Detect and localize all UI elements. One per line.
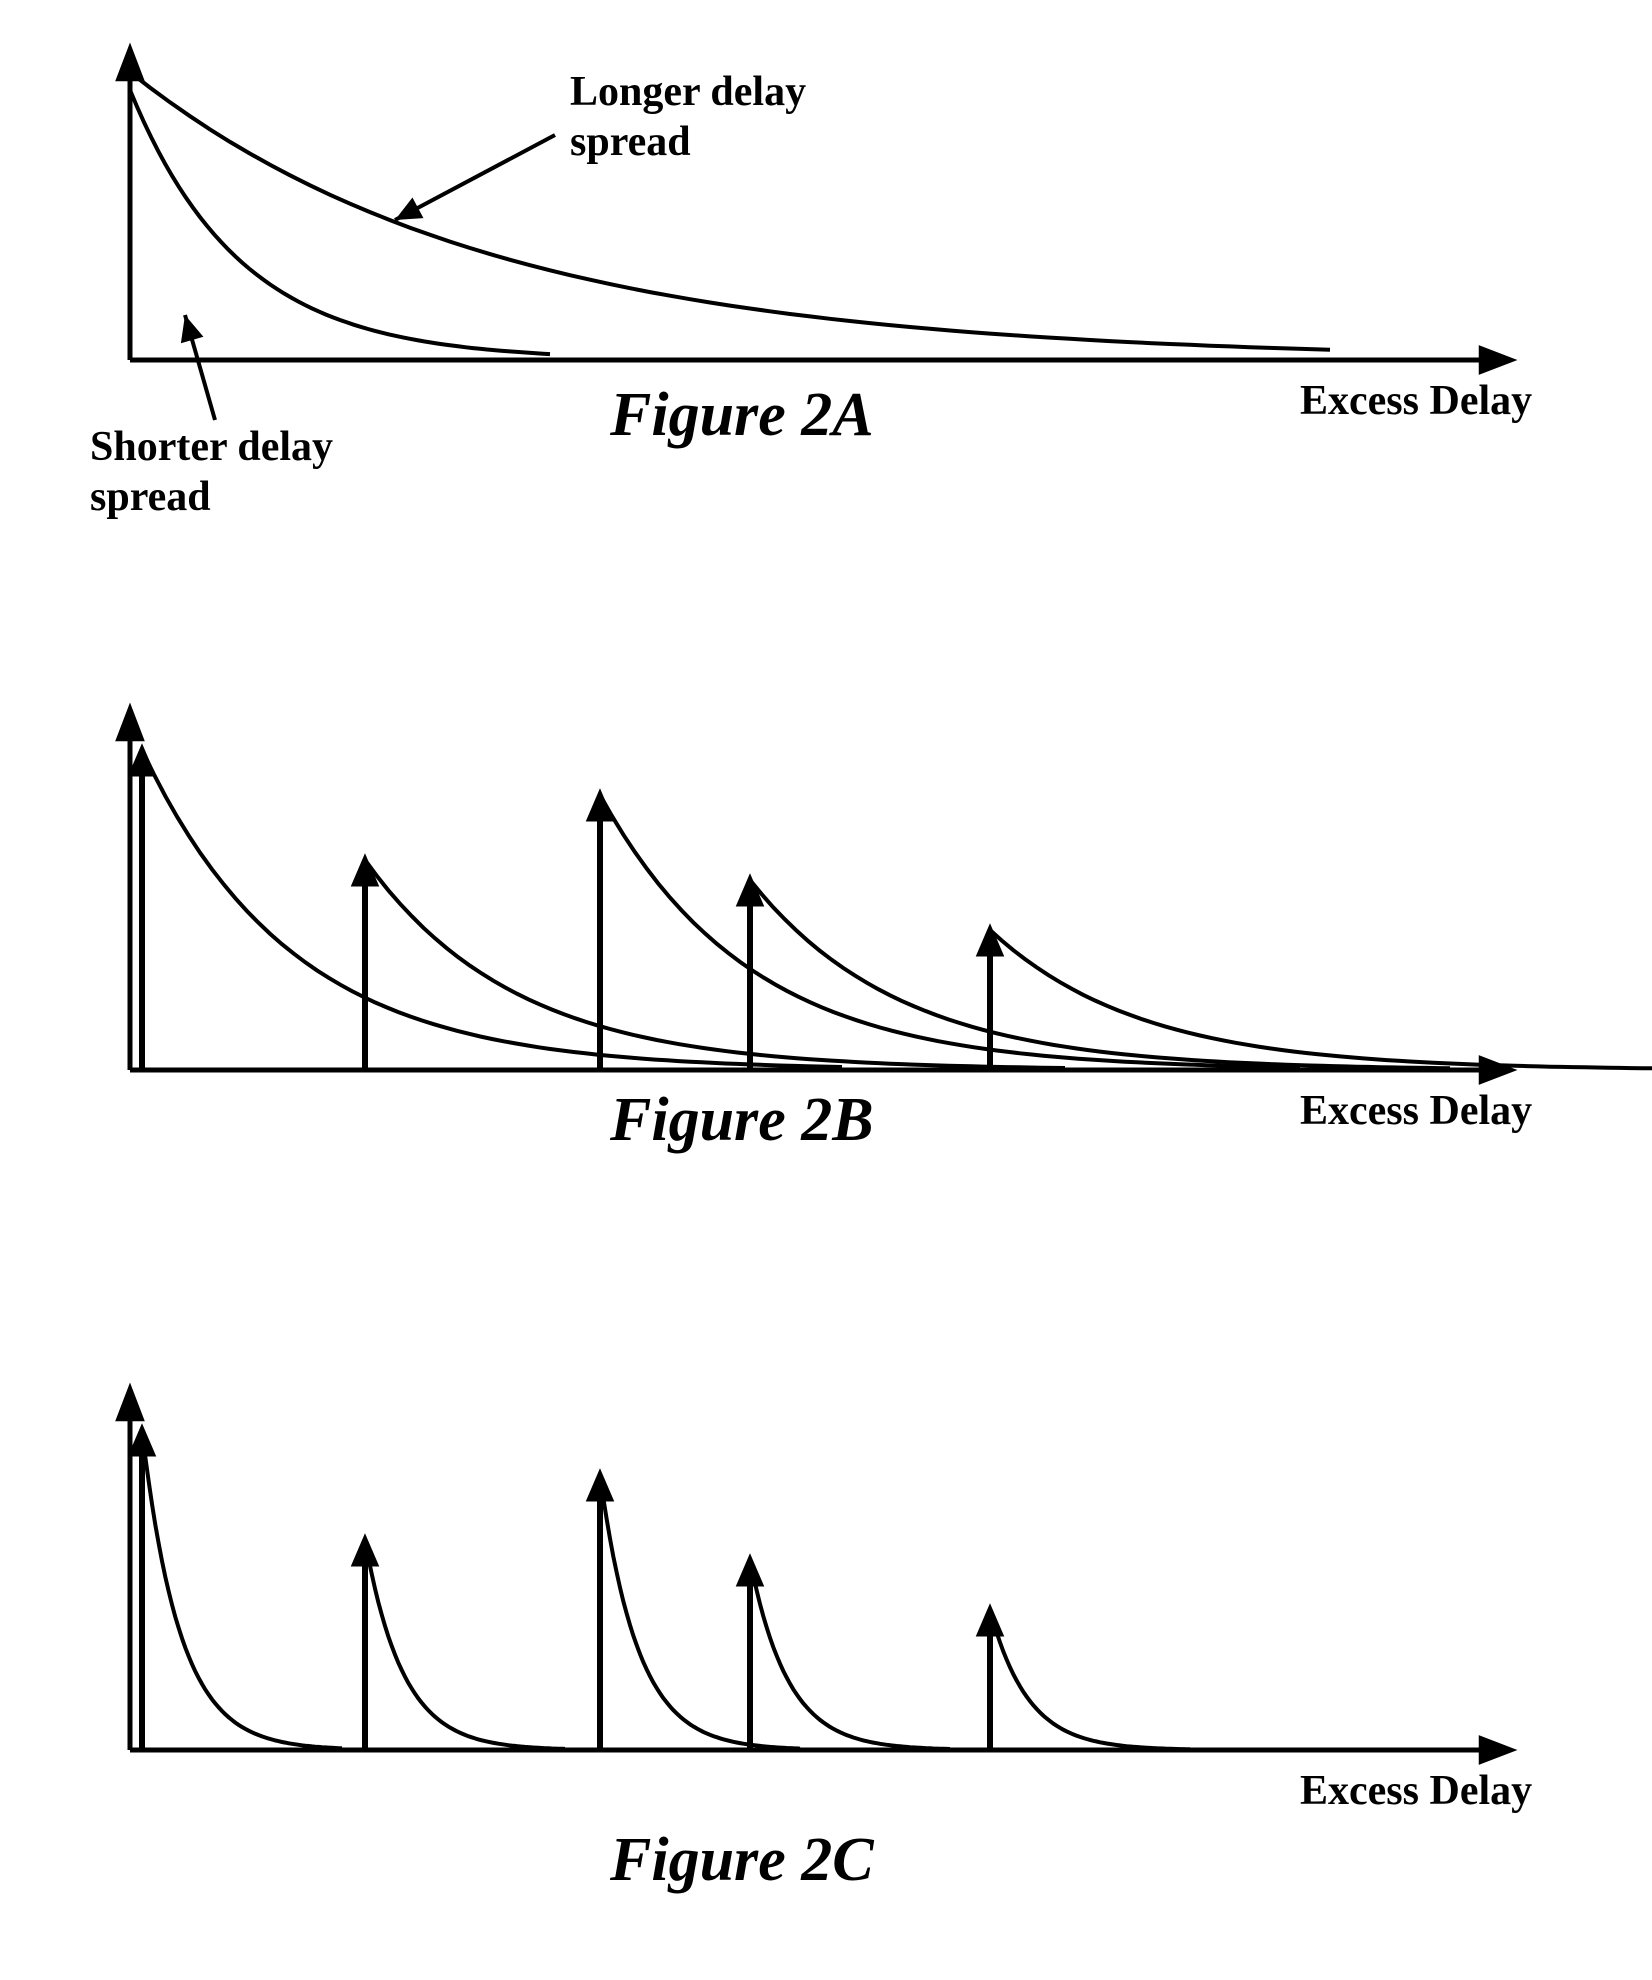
shorter-delay-curve [130,90,550,354]
decay-curve [142,1430,342,1748]
arrowhead-icon [1480,347,1514,373]
x-axis-label: Excess Delay [1300,1088,1532,1134]
decay-curve [600,1475,800,1749]
decay-curve [365,860,1065,1068]
decay-curve [990,930,1652,1069]
figure-svg: Excess Delay Figure 2B [0,700,1652,1240]
longer-delay-label: spread [570,119,691,165]
longer-delay-pointer [395,135,555,220]
arrowhead-icon [1480,1057,1514,1083]
decay-curve [142,750,842,1067]
x-axis-label: Excess Delay [1300,1768,1532,1814]
figure-svg: Excess Delay Figure 2C [0,1380,1652,1940]
longer-delay-label: Longer delay [570,69,806,115]
figure-2b-panel: Excess Delay Figure 2B [0,700,1652,1240]
figure-2c-panel: Excess Delay Figure 2C [0,1380,1652,1940]
shorter-delay-label: Shorter delay [90,424,333,470]
arrowhead-icon [117,46,143,80]
arrowhead-icon [1480,1737,1514,1763]
figure-caption: Figure 2A [609,381,874,449]
figure-caption: Figure 2B [609,1086,874,1154]
figure-2a-panel: Excess DelayLonger delayspreadShorter de… [0,40,1652,560]
decay-curve [750,880,1450,1068]
figure-svg: Excess DelayLonger delayspreadShorter de… [0,40,1652,560]
arrowhead-icon [117,706,143,740]
decay-curve [365,1540,565,1749]
decay-curve [600,795,1300,1067]
arrowhead-icon [117,1386,143,1420]
figure-caption: Figure 2C [609,1826,874,1894]
decay-curve [990,1610,1190,1749]
x-axis-label: Excess Delay [1300,378,1532,424]
decay-curve [750,1560,950,1749]
shorter-delay-label: spread [90,474,211,520]
